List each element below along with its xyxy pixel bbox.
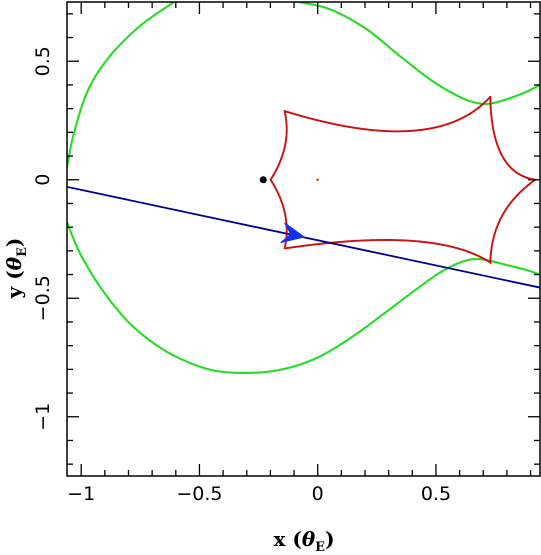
x-tick-labels: −1 −0.5 0 0.5 xyxy=(67,483,451,505)
x-tick-label: −1 xyxy=(67,483,95,505)
y-tick-label: −0.5 xyxy=(32,275,54,321)
plot-area xyxy=(67,2,540,375)
y-axis-title: y (θE) xyxy=(2,238,30,300)
critical-curve-2 xyxy=(297,2,540,106)
lens-secondary-dot xyxy=(316,178,320,182)
y-tick-label: 0 xyxy=(32,174,54,186)
caustic-curve xyxy=(269,94,538,265)
plot-frame xyxy=(66,1,541,477)
lens-primary-dot xyxy=(259,176,267,184)
y-tick-labels: −1 −0.5 0 0.5 xyxy=(32,46,54,431)
y-tick-label: −1 xyxy=(32,403,54,431)
chart-marks xyxy=(67,2,540,375)
x-tick-label: 0.5 xyxy=(421,483,451,505)
x-tick-label: 0 xyxy=(312,483,324,505)
critical-curve-0 xyxy=(67,2,176,169)
x-axis-title: x (θE) xyxy=(273,527,334,555)
trajectory-arrow xyxy=(280,222,306,243)
y-tick-label: 0.5 xyxy=(32,46,54,76)
axis-ticks xyxy=(67,2,540,476)
x-tick-label: −0.5 xyxy=(176,483,222,505)
